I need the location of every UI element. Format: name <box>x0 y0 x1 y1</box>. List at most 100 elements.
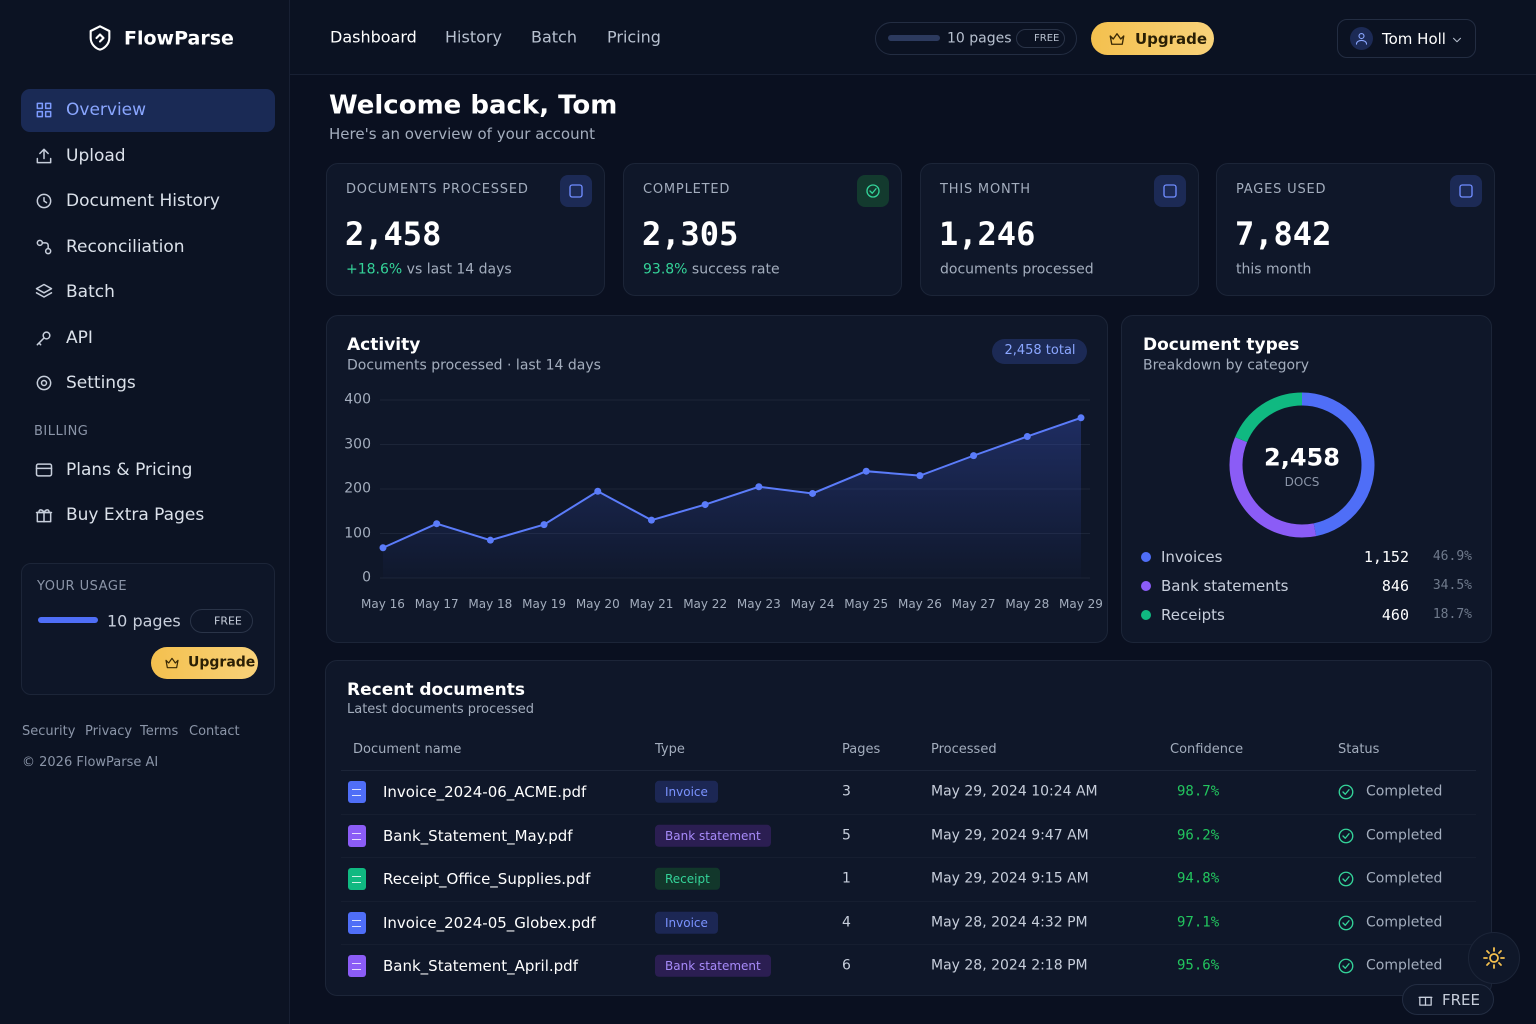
sidebar-link[interactable]: Settings <box>66 372 136 393</box>
stat-note: vs last 14 days <box>402 261 512 278</box>
x-tick-label: May 25 <box>844 596 889 611</box>
legend-dot <box>1141 552 1151 562</box>
sidebar-link[interactable]: Document History <box>66 190 220 211</box>
footer-link[interactable]: Terms <box>140 724 179 740</box>
table-title: Recent documents <box>347 679 525 700</box>
plan-button[interactable] <box>1402 984 1494 1015</box>
sidebar-link[interactable]: Batch <box>66 281 115 302</box>
file-lines <box>352 832 361 840</box>
x-tick-label: May 20 <box>575 596 620 611</box>
usage-pill <box>875 22 1077 55</box>
sidebar-link[interactable]: Upload <box>66 145 126 166</box>
stat-value: 7,842 <box>1235 214 1332 253</box>
theme-toggle[interactable] <box>1468 932 1520 984</box>
pages: 5 <box>842 827 851 844</box>
confidence: 97.1% <box>1177 914 1220 931</box>
doc-name: Invoice_2024-05_Globex.pdf <box>383 913 596 932</box>
nav-icon <box>34 237 54 257</box>
brand-name: FlowParse <box>124 27 234 50</box>
sidebar-link[interactable]: Buy Extra Pages <box>66 504 205 525</box>
sidebar-link[interactable]: Overview <box>66 99 147 120</box>
confidence: 96.2% <box>1177 827 1220 844</box>
footer-link[interactable]: Contact <box>189 724 240 740</box>
sidebar-link[interactable]: Plans & Pricing <box>66 459 193 480</box>
x-tick-label: May 18 <box>468 596 513 611</box>
stat-card <box>1216 163 1495 296</box>
stat-card <box>326 163 605 296</box>
doc-name: Bank_Statement_May.pdf <box>383 826 573 845</box>
sun-icon <box>1482 946 1506 970</box>
stat-label: PAGES USED <box>1236 182 1327 198</box>
doc-name: Invoice_2024-06_ACME.pdf <box>383 783 587 801</box>
total-badge <box>992 339 1087 364</box>
legend-value: 460 <box>1381 606 1409 624</box>
stat-value: 2,458 <box>345 214 442 253</box>
user-menu[interactable] <box>1337 19 1476 58</box>
status: Completed <box>1366 870 1443 887</box>
status: Completed <box>1366 783 1443 800</box>
top-nav-link[interactable]: Dashboard <box>330 27 417 47</box>
nav-icon <box>34 460 54 480</box>
nav-icon <box>34 505 54 525</box>
welcome-title: Welcome back, Tom <box>329 90 618 121</box>
status-icon <box>1337 870 1355 888</box>
processed: May 28, 2024 2:18 PM <box>931 957 1088 974</box>
file-lines <box>352 789 361 796</box>
stat-value: 1,246 <box>939 214 1036 253</box>
footer-link[interactable]: Privacy <box>85 724 133 740</box>
top-nav-link[interactable]: Batch <box>531 27 577 47</box>
footer-link[interactable]: Security <box>22 724 76 740</box>
stat-icon <box>1457 182 1475 200</box>
file-lines <box>352 963 361 970</box>
usage-pages: 10 pages <box>947 30 1012 47</box>
table-subtitle: Latest documents processed <box>347 702 535 718</box>
sidebar-link[interactable]: Reconciliation <box>66 236 185 257</box>
stat-note: this month <box>1236 261 1312 278</box>
top-nav-link[interactable]: History <box>445 27 502 47</box>
usage-bar <box>888 35 940 41</box>
stat-note: documents processed <box>940 261 1094 278</box>
table-header: Confidence <box>1170 742 1244 758</box>
stat-note: success rate <box>687 261 780 278</box>
stat-highlight: 93.8% <box>643 261 688 278</box>
top-nav-link[interactable]: Pricing <box>607 27 661 47</box>
donut-center-value: 2,458 <box>1264 443 1340 472</box>
type-badge: Invoice <box>655 780 718 804</box>
file-icon <box>348 781 366 803</box>
stat-highlight: +18.6% <box>346 261 403 278</box>
pages: 6 <box>842 957 851 974</box>
nav-item-active[interactable] <box>21 89 275 132</box>
nav-icon <box>34 191 54 211</box>
x-tick-label: May 16 <box>361 596 405 611</box>
legend-dot <box>1141 581 1151 591</box>
status-icon <box>1337 957 1355 975</box>
x-tick-label: May 19 <box>522 596 567 611</box>
upgrade-button[interactable] <box>1091 22 1214 55</box>
nav-icon <box>34 282 54 302</box>
x-tick-label: May 26 <box>897 596 942 611</box>
legend-percent: 46.9% <box>1432 549 1472 565</box>
recent-card <box>325 660 1492 996</box>
x-tick-label: May 24 <box>790 596 835 611</box>
upgrade-text[interactable]: Upgrade <box>1135 30 1208 48</box>
chart-title: Activity <box>347 334 421 355</box>
confidence: 94.8% <box>1177 870 1220 887</box>
stat-icon-box <box>560 175 592 207</box>
file-lines <box>352 919 361 927</box>
status: Completed <box>1366 827 1443 844</box>
x-tick-label: May 22 <box>683 596 728 611</box>
file-icon <box>348 911 366 934</box>
stat-card <box>920 163 1199 296</box>
upgrade-text[interactable]: Upgrade <box>188 654 256 671</box>
stat-value: 2,305 <box>642 214 739 253</box>
legend-percent: 34.5% <box>1432 578 1472 594</box>
stat-note-row: +18.6% vs last 14 days <box>346 262 512 279</box>
table-header: Status <box>1338 742 1380 758</box>
row-rule <box>341 900 1476 902</box>
plan-button-text[interactable]: FREE <box>1442 991 1481 1009</box>
sidebar-link[interactable]: API <box>66 327 93 348</box>
processed: May 29, 2024 9:47 AM <box>931 827 1089 844</box>
row-rule <box>341 944 1476 945</box>
x-tick-label: May 23 <box>736 596 781 611</box>
